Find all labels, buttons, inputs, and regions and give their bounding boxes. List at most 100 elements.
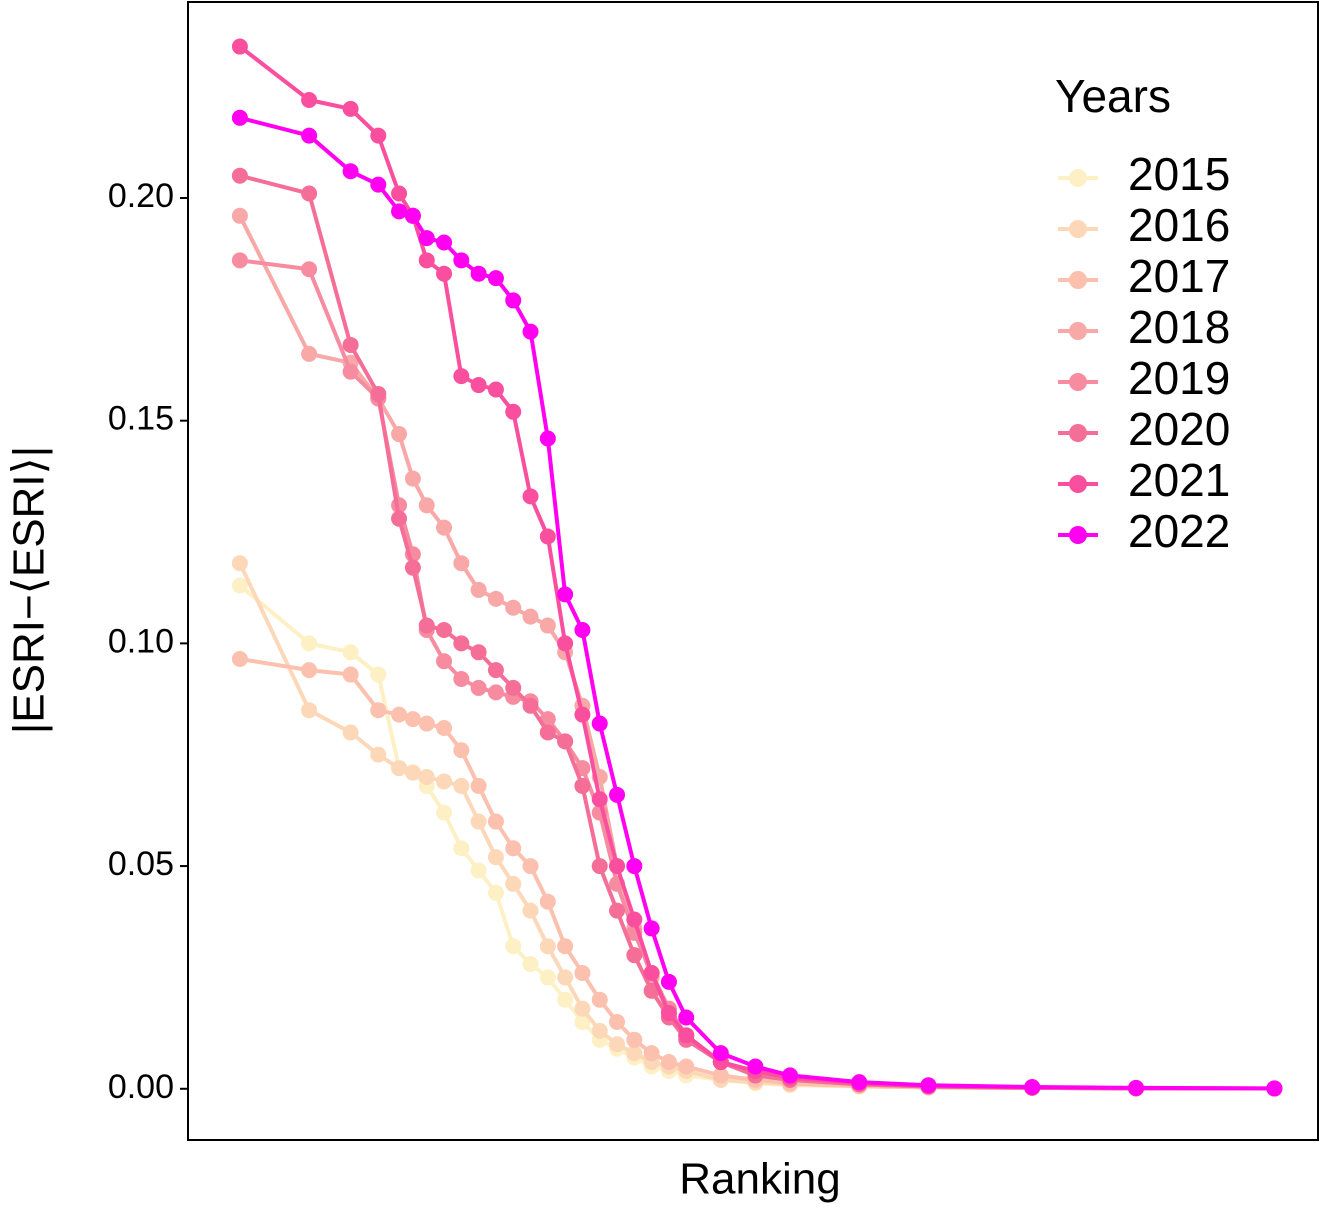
- data-point: [404, 764, 421, 781]
- data-point: [574, 1000, 591, 1017]
- data-point: [539, 528, 556, 545]
- data-point: [342, 666, 359, 683]
- data-point: [487, 270, 504, 287]
- data-point: [342, 100, 359, 117]
- data-point: [404, 470, 421, 487]
- data-point: [453, 555, 470, 572]
- data-point: [557, 635, 574, 652]
- data-point: [370, 385, 387, 402]
- legend-swatch: [1069, 373, 1087, 391]
- data-point: [591, 715, 608, 732]
- data-point: [539, 724, 556, 741]
- legend-label: 2017: [1128, 250, 1230, 302]
- legend-label: 2022: [1128, 505, 1230, 557]
- y-tick-label: 0.20: [108, 177, 174, 215]
- data-point: [301, 662, 318, 679]
- y-tick-label: 0.00: [108, 1068, 174, 1106]
- data-point: [231, 207, 248, 224]
- data-point: [301, 127, 318, 144]
- data-point: [505, 403, 522, 420]
- data-point: [678, 1027, 695, 1044]
- legend-label: 2016: [1128, 199, 1230, 251]
- data-point: [370, 702, 387, 719]
- data-point: [505, 679, 522, 696]
- data-point: [436, 265, 453, 282]
- data-point: [660, 1005, 677, 1022]
- data-point: [626, 858, 643, 875]
- legend-title: Years: [1055, 70, 1171, 122]
- data-point: [418, 617, 435, 634]
- data-point: [747, 1058, 764, 1075]
- data-point: [342, 336, 359, 353]
- data-point: [231, 577, 248, 594]
- data-point: [301, 261, 318, 278]
- data-point: [712, 1045, 729, 1062]
- data-point: [557, 733, 574, 750]
- data-point: [487, 662, 504, 679]
- data-point: [301, 635, 318, 652]
- data-point: [404, 559, 421, 576]
- data-point: [522, 608, 539, 625]
- data-point: [609, 786, 626, 803]
- data-point: [591, 991, 608, 1008]
- data-point: [626, 1031, 643, 1048]
- data-point: [453, 635, 470, 652]
- data-point: [522, 902, 539, 919]
- legend-label: 2015: [1128, 148, 1230, 200]
- data-point: [436, 804, 453, 821]
- data-point: [342, 724, 359, 741]
- data-point: [539, 617, 556, 634]
- legend-label: 2018: [1128, 301, 1230, 353]
- data-point: [539, 969, 556, 986]
- data-point: [660, 973, 677, 990]
- data-point: [574, 706, 591, 723]
- data-point: [453, 742, 470, 759]
- data-point: [370, 176, 387, 193]
- data-point: [782, 1067, 799, 1084]
- data-point: [301, 185, 318, 202]
- data-point: [1266, 1080, 1283, 1097]
- data-point: [470, 377, 487, 394]
- data-point: [539, 938, 556, 955]
- data-point: [626, 911, 643, 928]
- data-point: [487, 813, 504, 830]
- data-point: [522, 956, 539, 973]
- legend-label: 2019: [1128, 352, 1230, 404]
- data-point: [487, 884, 504, 901]
- data-point: [436, 720, 453, 737]
- data-point: [404, 207, 421, 224]
- data-point: [436, 622, 453, 639]
- data-point: [301, 702, 318, 719]
- data-point: [609, 902, 626, 919]
- legend-label: 2021: [1128, 454, 1230, 506]
- data-point: [1024, 1078, 1041, 1095]
- data-point: [453, 840, 470, 857]
- data-point: [505, 938, 522, 955]
- data-point: [470, 644, 487, 661]
- data-point: [391, 426, 408, 443]
- series-line: [239, 656, 1275, 1091]
- data-point: [436, 519, 453, 536]
- legend-swatch: [1069, 526, 1087, 544]
- data-point: [539, 893, 556, 910]
- legend-swatch: [1069, 424, 1087, 442]
- data-point: [453, 671, 470, 688]
- series-line: [238, 562, 1275, 1091]
- data-point: [453, 777, 470, 794]
- data-point: [418, 497, 435, 514]
- data-point: [391, 203, 408, 220]
- data-point: [470, 862, 487, 879]
- data-point: [920, 1077, 937, 1094]
- data-point: [626, 947, 643, 964]
- data-point: [522, 323, 539, 340]
- data-point: [453, 252, 470, 269]
- data-point: [678, 1009, 695, 1026]
- legend-swatch: [1069, 220, 1087, 238]
- data-point: [470, 777, 487, 794]
- data-point: [591, 858, 608, 875]
- series-line: [239, 258, 1275, 1091]
- data-point: [342, 163, 359, 180]
- legend-label: 2020: [1128, 403, 1230, 455]
- data-point: [370, 666, 387, 683]
- data-point: [539, 430, 556, 447]
